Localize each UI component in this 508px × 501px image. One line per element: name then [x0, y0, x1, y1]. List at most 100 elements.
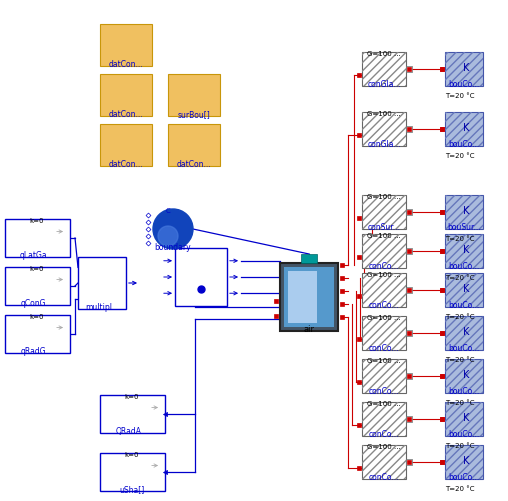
FancyBboxPatch shape [362, 274, 406, 308]
Text: K: K [463, 244, 469, 255]
FancyBboxPatch shape [362, 195, 406, 229]
FancyBboxPatch shape [362, 53, 406, 87]
Text: bouCo...: bouCo... [449, 343, 480, 352]
Text: k=0: k=0 [30, 266, 44, 272]
Text: bouCo...: bouCo... [449, 301, 480, 310]
FancyBboxPatch shape [280, 264, 338, 331]
Text: bouCo...: bouCo... [449, 80, 480, 89]
Text: datCon...: datCon... [177, 160, 211, 169]
Text: G=100 ...: G=100 ... [367, 232, 401, 238]
Text: conGla...: conGla... [367, 80, 401, 89]
Text: K: K [463, 455, 469, 465]
FancyBboxPatch shape [445, 113, 483, 147]
Text: G=100 ...: G=100 ... [367, 400, 401, 406]
Text: multipl...: multipl... [85, 303, 119, 312]
Text: T=20 °C: T=20 °C [445, 485, 474, 491]
Text: G=100 ...: G=100 ... [367, 111, 401, 117]
Text: G=100 ...: G=100 ... [367, 51, 401, 57]
Text: T=20 °C: T=20 °C [445, 153, 474, 159]
FancyBboxPatch shape [362, 402, 406, 436]
FancyBboxPatch shape [362, 445, 406, 479]
Text: G=100 ...: G=100 ... [367, 193, 401, 199]
Text: datCon...: datCon... [109, 60, 143, 69]
Text: T=20 °C: T=20 °C [445, 442, 474, 448]
Text: qRadG...: qRadG... [21, 346, 53, 355]
Text: conCo...: conCo... [369, 429, 399, 438]
Text: conCo...: conCo... [369, 262, 399, 271]
FancyBboxPatch shape [362, 234, 406, 269]
FancyBboxPatch shape [445, 274, 483, 308]
Text: K: K [463, 326, 469, 336]
Text: QRadA...: QRadA... [115, 426, 148, 435]
Text: bouCo...: bouCo... [449, 386, 480, 395]
FancyBboxPatch shape [301, 255, 317, 264]
Text: conGla...: conGla... [367, 140, 401, 149]
Text: datCon...: datCon... [109, 160, 143, 169]
Text: G=100 ...: G=100 ... [367, 443, 401, 449]
Text: K: K [463, 205, 469, 215]
Text: G=100 ...: G=100 ... [367, 357, 401, 363]
Text: G=100 ...: G=100 ... [367, 314, 401, 320]
Text: G=100 ...: G=100 ... [367, 272, 401, 278]
Text: boundary: boundary [155, 242, 192, 252]
Text: conCo...: conCo... [369, 343, 399, 352]
Text: T=20 °C: T=20 °C [445, 313, 474, 319]
FancyBboxPatch shape [445, 402, 483, 436]
Text: T=20 °C: T=20 °C [445, 235, 474, 241]
Text: K: K [463, 369, 469, 379]
Text: K: K [463, 284, 469, 294]
Text: K: K [463, 63, 469, 73]
Text: k=0: k=0 [30, 313, 44, 319]
Text: k=0: k=0 [30, 217, 44, 223]
Text: bouCo...: bouCo... [449, 429, 480, 438]
Text: k=0: k=0 [125, 451, 139, 457]
FancyBboxPatch shape [445, 316, 483, 350]
FancyBboxPatch shape [168, 75, 220, 117]
Text: qConG...: qConG... [21, 299, 53, 308]
Text: conCo...: conCo... [369, 301, 399, 310]
FancyBboxPatch shape [100, 75, 152, 117]
Text: qLatGa...: qLatGa... [20, 250, 54, 260]
FancyBboxPatch shape [168, 125, 220, 167]
FancyBboxPatch shape [362, 113, 406, 147]
Text: T=20 °C: T=20 °C [445, 399, 474, 405]
FancyBboxPatch shape [5, 219, 70, 258]
FancyBboxPatch shape [5, 268, 70, 306]
FancyBboxPatch shape [5, 315, 70, 353]
FancyBboxPatch shape [100, 395, 165, 433]
FancyBboxPatch shape [445, 359, 483, 393]
Text: k=0: k=0 [125, 393, 139, 399]
Text: T=20 °C: T=20 °C [445, 275, 474, 281]
Text: conCo...: conCo... [369, 472, 399, 481]
Text: K: K [463, 412, 469, 422]
Text: conSur...: conSur... [368, 222, 400, 231]
Text: C: C [166, 207, 170, 213]
FancyBboxPatch shape [100, 25, 152, 67]
Text: bouCo...: bouCo... [449, 140, 480, 149]
Text: T=20 °C: T=20 °C [445, 356, 474, 362]
FancyBboxPatch shape [445, 53, 483, 87]
FancyBboxPatch shape [445, 234, 483, 269]
FancyBboxPatch shape [445, 195, 483, 229]
FancyBboxPatch shape [175, 248, 227, 307]
Text: K: K [463, 123, 469, 133]
FancyBboxPatch shape [100, 125, 152, 167]
FancyBboxPatch shape [284, 268, 334, 327]
FancyBboxPatch shape [288, 272, 317, 323]
Text: T=20 °C: T=20 °C [445, 93, 474, 99]
Text: bouCo...: bouCo... [449, 472, 480, 481]
FancyBboxPatch shape [362, 316, 406, 350]
FancyBboxPatch shape [362, 359, 406, 393]
FancyBboxPatch shape [100, 453, 165, 491]
FancyBboxPatch shape [78, 258, 126, 310]
Text: surBou[]: surBou[] [178, 110, 210, 119]
Text: uSha[]: uSha[] [119, 484, 145, 493]
Circle shape [158, 226, 178, 246]
Text: air: air [303, 324, 314, 333]
Circle shape [153, 209, 193, 249]
FancyBboxPatch shape [445, 445, 483, 479]
Text: datCon...: datCon... [109, 110, 143, 119]
Text: bouCo...: bouCo... [449, 262, 480, 271]
Text: conCo...: conCo... [369, 386, 399, 395]
Text: bouSur...: bouSur... [447, 222, 481, 231]
